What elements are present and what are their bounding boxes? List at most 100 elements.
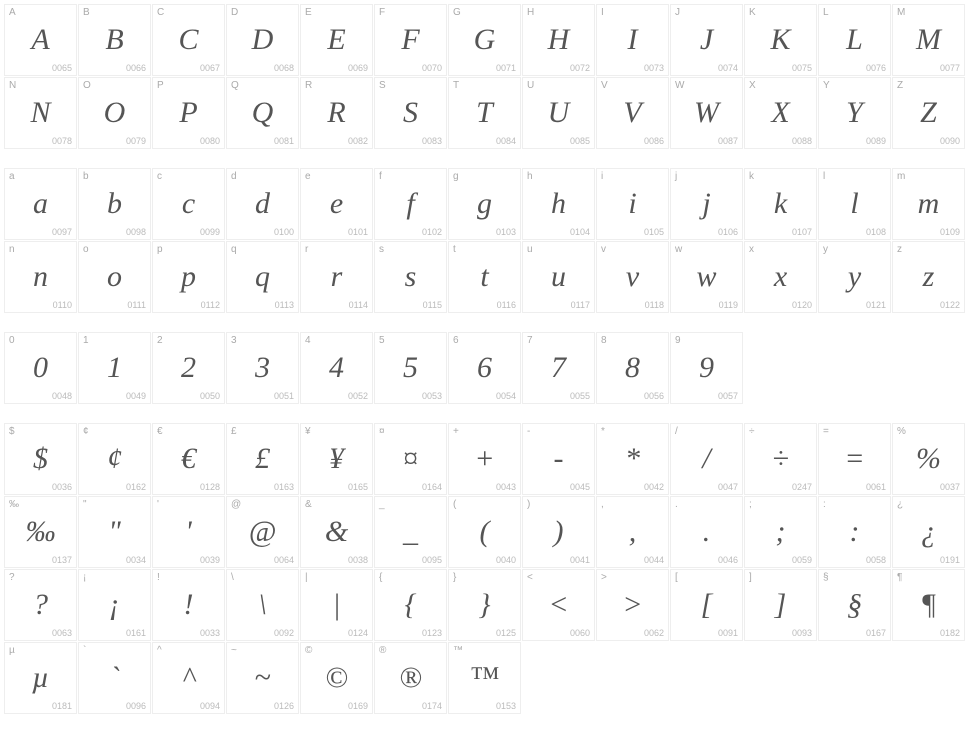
glyph-cell[interactable]: CC0067 [152, 4, 225, 76]
glyph-cell[interactable]: //0047 [670, 423, 743, 495]
glyph-cell[interactable]: ,,0044 [596, 496, 669, 568]
glyph-cell[interactable]: ll0108 [818, 168, 891, 240]
glyph-cell[interactable]: NN0078 [4, 77, 77, 149]
glyph-cell[interactable]: ÷÷0247 [744, 423, 817, 495]
glyph-cell[interactable]: 330051 [226, 332, 299, 404]
glyph-cell[interactable]: ‰‰0137 [4, 496, 77, 568]
glyph-cell[interactable]: oo0111 [78, 241, 151, 313]
glyph-cell[interactable]: ™™0153 [448, 642, 521, 714]
glyph-cell[interactable]: µµ0181 [4, 642, 77, 714]
glyph-cell[interactable]: OO0079 [78, 77, 151, 149]
glyph-cell[interactable]: ==0061 [818, 423, 891, 495]
glyph-cell[interactable]: PP0080 [152, 77, 225, 149]
glyph-cell[interactable]: EE0069 [300, 4, 373, 76]
glyph-cell[interactable]: ff0102 [374, 168, 447, 240]
glyph-cell[interactable]: HH0072 [522, 4, 595, 76]
glyph-cell[interactable]: SS0083 [374, 77, 447, 149]
glyph-cell[interactable]: **0042 [596, 423, 669, 495]
glyph-cell[interactable]: [[0091 [670, 569, 743, 641]
glyph-cell[interactable]: 000048 [4, 332, 77, 404]
glyph-cell[interactable]: tt0116 [448, 241, 521, 313]
glyph-cell[interactable]: &&0038 [300, 496, 373, 568]
glyph-cell[interactable]: ++0043 [448, 423, 521, 495]
glyph-cell[interactable]: nn0110 [4, 241, 77, 313]
glyph-cell[interactable]: MM0077 [892, 4, 965, 76]
glyph-cell[interactable]: ee0101 [300, 168, 373, 240]
glyph-cell[interactable]: 110049 [78, 332, 151, 404]
glyph-cell[interactable]: bb0098 [78, 168, 151, 240]
glyph-cell[interactable]: <<0060 [522, 569, 595, 641]
glyph-cell[interactable]: hh0104 [522, 168, 595, 240]
glyph-cell[interactable]: 440052 [300, 332, 373, 404]
glyph-cell[interactable]: jj0106 [670, 168, 743, 240]
glyph-cell[interactable]: pp0112 [152, 241, 225, 313]
glyph-cell[interactable]: %%0037 [892, 423, 965, 495]
glyph-cell[interactable]: vv0118 [596, 241, 669, 313]
glyph-cell[interactable]: kk0107 [744, 168, 817, 240]
glyph-cell[interactable]: ^^0094 [152, 642, 225, 714]
glyph-cell[interactable]: JJ0074 [670, 4, 743, 76]
glyph-cell[interactable]: --0045 [522, 423, 595, 495]
glyph-cell[interactable]: II0073 [596, 4, 669, 76]
glyph-cell[interactable]: aa0097 [4, 168, 77, 240]
glyph-cell[interactable]: 660054 [448, 332, 521, 404]
glyph-cell[interactable]: YY0089 [818, 77, 891, 149]
glyph-cell[interactable]: DD0068 [226, 4, 299, 76]
glyph-cell[interactable]: $$0036 [4, 423, 77, 495]
glyph-cell[interactable]: ((0040 [448, 496, 521, 568]
glyph-cell[interactable]: dd0100 [226, 168, 299, 240]
glyph-cell[interactable]: ¿¿0191 [892, 496, 965, 568]
glyph-cell[interactable]: yy0121 [818, 241, 891, 313]
glyph-cell[interactable]: ))0041 [522, 496, 595, 568]
glyph-cell[interactable]: @@0064 [226, 496, 299, 568]
glyph-cell[interactable]: ``0096 [78, 642, 151, 714]
glyph-cell[interactable]: AA0065 [4, 4, 77, 76]
glyph-cell[interactable]: 990057 [670, 332, 743, 404]
glyph-cell[interactable]: LL0076 [818, 4, 891, 76]
glyph-cell[interactable]: ZZ0090 [892, 77, 965, 149]
glyph-cell[interactable]: uu0117 [522, 241, 595, 313]
glyph-cell[interactable]: ""0034 [78, 496, 151, 568]
glyph-cell[interactable]: mm0109 [892, 168, 965, 240]
glyph-cell[interactable]: §§0167 [818, 569, 891, 641]
glyph-cell[interactable]: rr0114 [300, 241, 373, 313]
glyph-cell[interactable]: ww0119 [670, 241, 743, 313]
glyph-cell[interactable]: ..0046 [670, 496, 743, 568]
glyph-cell[interactable]: ]]0093 [744, 569, 817, 641]
glyph-cell[interactable]: >>0062 [596, 569, 669, 641]
glyph-cell[interactable]: VV0086 [596, 77, 669, 149]
glyph-cell[interactable]: ;;0059 [744, 496, 817, 568]
glyph-cell[interactable]: ¶¶0182 [892, 569, 965, 641]
glyph-cell[interactable]: TT0084 [448, 77, 521, 149]
glyph-cell[interactable]: WW0087 [670, 77, 743, 149]
glyph-cell[interactable]: gg0103 [448, 168, 521, 240]
glyph-cell[interactable]: BB0066 [78, 4, 151, 76]
glyph-cell[interactable]: cc0099 [152, 168, 225, 240]
glyph-cell[interactable]: ©©0169 [300, 642, 373, 714]
glyph-cell[interactable]: 770055 [522, 332, 595, 404]
glyph-cell[interactable]: 550053 [374, 332, 447, 404]
glyph-cell[interactable]: RR0082 [300, 77, 373, 149]
glyph-cell[interactable]: __0095 [374, 496, 447, 568]
glyph-cell[interactable]: ~~0126 [226, 642, 299, 714]
glyph-cell[interactable]: €€0128 [152, 423, 225, 495]
glyph-cell[interactable]: FF0070 [374, 4, 447, 76]
glyph-cell[interactable]: ss0115 [374, 241, 447, 313]
glyph-cell[interactable]: qq0113 [226, 241, 299, 313]
glyph-cell[interactable]: {{0123 [374, 569, 447, 641]
glyph-cell[interactable]: ¥¥0165 [300, 423, 373, 495]
glyph-cell[interactable]: KK0075 [744, 4, 817, 76]
glyph-cell[interactable]: ®®0174 [374, 642, 447, 714]
glyph-cell[interactable]: ¡¡0161 [78, 569, 151, 641]
glyph-cell[interactable]: XX0088 [744, 77, 817, 149]
glyph-cell[interactable]: ¤¤0164 [374, 423, 447, 495]
glyph-cell[interactable]: ||0124 [300, 569, 373, 641]
glyph-cell[interactable]: \\0092 [226, 569, 299, 641]
glyph-cell[interactable]: ::0058 [818, 496, 891, 568]
glyph-cell[interactable]: UU0085 [522, 77, 595, 149]
glyph-cell[interactable]: 220050 [152, 332, 225, 404]
glyph-cell[interactable]: GG0071 [448, 4, 521, 76]
glyph-cell[interactable]: xx0120 [744, 241, 817, 313]
glyph-cell[interactable]: !!0033 [152, 569, 225, 641]
glyph-cell[interactable]: ££0163 [226, 423, 299, 495]
